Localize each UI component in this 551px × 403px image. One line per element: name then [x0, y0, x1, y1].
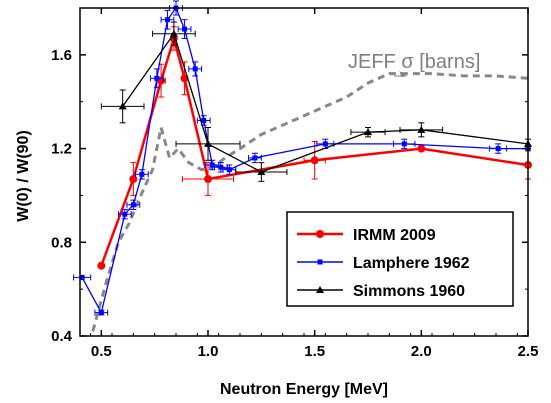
- x-tick-label: 0.5: [91, 343, 112, 360]
- data-point: [129, 175, 138, 184]
- data-point: [139, 171, 145, 177]
- data-point: [204, 139, 212, 147]
- jeff-annotation: JEFF σ [barns]: [348, 51, 480, 77]
- data-point: [122, 211, 128, 217]
- data-point: [192, 66, 198, 72]
- x-tick-label: 1.0: [198, 343, 219, 360]
- data-point: [495, 146, 501, 152]
- data-point: [118, 102, 127, 110]
- series-lamphere-1962: [73, 0, 531, 316]
- jeff-curve-line: [91, 72, 529, 332]
- data-point: [310, 156, 319, 165]
- jeff-annotation-suffix: [barns]: [414, 51, 481, 73]
- legend-swatch-marker: [317, 259, 323, 265]
- sigma-symbol: σ: [401, 51, 414, 73]
- data-point: [257, 168, 266, 175]
- data-point: [401, 141, 407, 147]
- data-point: [169, 29, 178, 37]
- data-point: [201, 117, 207, 123]
- data-point: [164, 17, 170, 23]
- legend-entry: Simmons 1960: [297, 283, 465, 300]
- data-point: [209, 162, 215, 168]
- data-point: [226, 167, 232, 173]
- data-point: [97, 261, 106, 270]
- data-point: [130, 202, 136, 208]
- y-tick-label: 0.4: [51, 328, 73, 345]
- series-simmons-1960: [100, 21, 532, 182]
- data-point: [364, 128, 372, 136]
- legend-label: Simmons 1960: [353, 283, 465, 300]
- y-tick-label: 0.8: [51, 234, 72, 251]
- jeff-annotation-prefix: JEFF: [348, 51, 401, 73]
- jeff-annotation-label: JEFF σ [barns]: [348, 51, 480, 73]
- data-point: [154, 75, 160, 81]
- x-tick-label: 2.0: [411, 343, 432, 360]
- y-tick-label: 1.2: [51, 141, 72, 158]
- x-tick-label: 2.5: [518, 343, 539, 360]
- data-point: [252, 155, 258, 161]
- legend-label: IRMM 2009: [353, 227, 436, 244]
- y-tick-label: 1.6: [51, 47, 72, 64]
- legend-swatch-marker: [316, 230, 324, 238]
- data-point: [218, 164, 224, 170]
- y-axis-title: W(0) / W(90): [15, 130, 32, 222]
- legend-entry: Lamphere 1962: [297, 255, 470, 272]
- axes: 0.5 1.0 1.5 2.0 2.5 0.4 0.8 1.2 1.6: [51, 7, 539, 360]
- data-point: [182, 26, 188, 32]
- annotation-arrowhead: [399, 70, 407, 77]
- x-axis-title: Neutron Energy [MeV]: [220, 381, 388, 398]
- legend-label: Lamphere 1962: [353, 255, 470, 272]
- data-point: [98, 310, 104, 316]
- x-tick-label: 1.5: [304, 343, 325, 360]
- legend-entry: IRMM 2009: [297, 227, 436, 244]
- data-point: [204, 175, 212, 184]
- data-point: [417, 144, 426, 153]
- data-point: [79, 274, 85, 280]
- data-point: [417, 125, 426, 133]
- legend-swatch-marker: [316, 286, 324, 293]
- data-series: [73, 0, 532, 316]
- data-point: [322, 141, 328, 147]
- legend: IRMM 2009 Lamphere 1962 Simmons 1960: [286, 211, 514, 307]
- jeff-curve: [91, 72, 529, 332]
